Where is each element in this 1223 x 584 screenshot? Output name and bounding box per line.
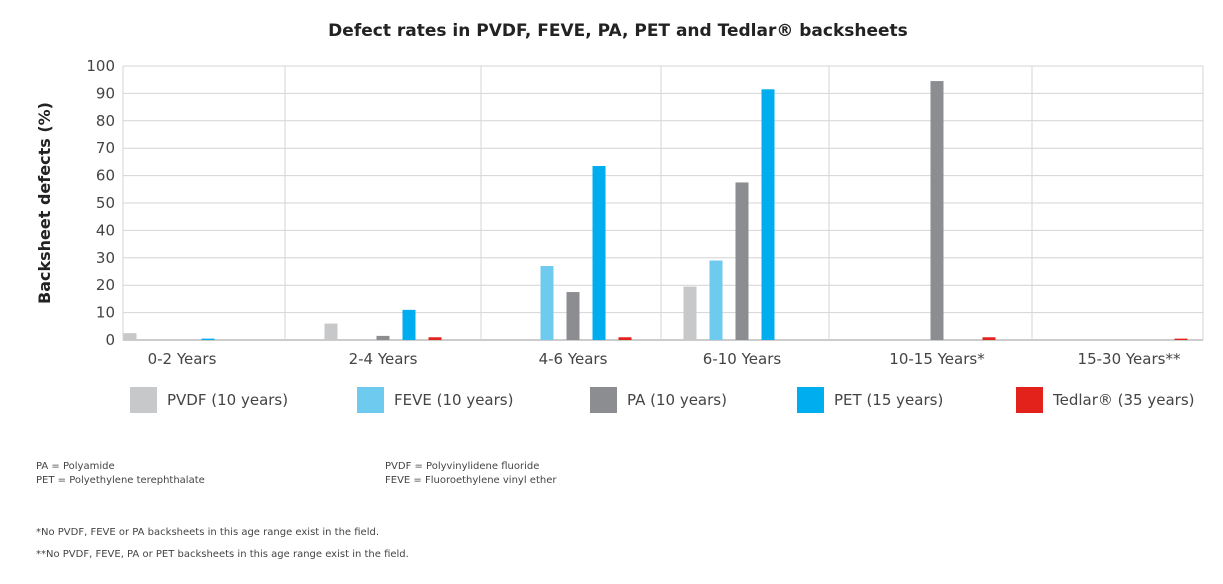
legend-label-0: PVDF (10 years) xyxy=(167,391,288,409)
abbreviation-pvdf: PVDF = Polyvinylidene fluoride xyxy=(385,461,540,472)
x-tick-label-2: 4-6 Years xyxy=(539,350,608,368)
y-tick-label-50: 50 xyxy=(96,194,115,212)
legend-item-4: Tedlar® (35 years) xyxy=(1016,387,1195,413)
bar-pa-3 xyxy=(735,182,749,340)
legend-label-1: FEVE (10 years) xyxy=(394,391,513,409)
footnote-1: *No PVDF, FEVE or PA backsheets in this … xyxy=(36,527,380,538)
y-tick-labels: 0 10 20 30 40 50 60 70 80 90 100 xyxy=(86,57,115,349)
bar-chart: Defect rates in PVDF, FEVE, PA, PET and … xyxy=(35,21,1204,413)
y-tick-label-70: 70 xyxy=(96,139,115,157)
bar-feve-3 xyxy=(709,260,723,340)
legend-swatch-0 xyxy=(130,387,157,413)
bar-tedlar-1 xyxy=(428,337,442,340)
bar-tedlar-2 xyxy=(618,337,632,340)
legend-swatch-1 xyxy=(357,387,384,413)
y-tick-label-80: 80 xyxy=(96,112,115,130)
legend-swatch-3 xyxy=(797,387,824,413)
bars xyxy=(123,81,1188,340)
chart-title: Defect rates in PVDF, FEVE, PA, PET and … xyxy=(328,21,908,41)
bar-pvdf-1 xyxy=(324,323,338,340)
grid-lines xyxy=(122,65,1204,341)
y-tick-label-10: 10 xyxy=(96,304,115,322)
legend-item-0: PVDF (10 years) xyxy=(130,387,288,413)
x-tick-label-4: 10-15 Years* xyxy=(889,350,985,368)
bar-pa-4 xyxy=(930,81,944,340)
x-tick-label-5: 15-30 Years** xyxy=(1078,350,1181,368)
bar-pvdf-3 xyxy=(683,286,697,340)
abbreviation-pet: PET = Polyethylene terephthalate xyxy=(36,475,205,486)
y-tick-label-90: 90 xyxy=(96,84,115,102)
x-tick-label-0: 0-2 Years xyxy=(148,350,217,368)
abbreviation-feve: FEVE = Fluoroethylene vinyl ether xyxy=(385,475,557,486)
legend-label-3: PET (15 years) xyxy=(834,391,943,409)
bar-pet-1 xyxy=(402,309,416,340)
bar-pa-2 xyxy=(566,292,580,340)
legend-label-2: PA (10 years) xyxy=(627,391,727,409)
legend: PVDF (10 years) FEVE (10 years) PA (10 yea… xyxy=(130,387,1195,413)
bar-feve-2 xyxy=(540,266,554,340)
bar-pet-3 xyxy=(761,89,775,340)
legend-item-2: PA (10 years) xyxy=(590,387,727,413)
y-tick-label-30: 30 xyxy=(96,249,115,267)
y-axis-label: Backsheet defects (%) xyxy=(35,102,54,304)
bar-pet-2 xyxy=(592,166,606,340)
abbreviation-pa: PA = Polyamide xyxy=(36,461,115,472)
y-tick-label-40: 40 xyxy=(96,221,115,239)
bar-pet-0 xyxy=(201,338,215,340)
y-tick-label-0: 0 xyxy=(105,331,115,349)
legend-label-4: Tedlar® (35 years) xyxy=(1052,391,1195,409)
legend-item-3: PET (15 years) xyxy=(797,387,943,413)
bar-pa-1 xyxy=(376,335,390,340)
legend-item-1: FEVE (10 years) xyxy=(357,387,513,413)
x-tick-labels: 0-2 Years 2-4 Years 4-6 Years 6-10 Years 10-… xyxy=(148,350,1181,368)
y-tick-label-60: 60 xyxy=(96,167,115,185)
footnote-2: **No PVDF, FEVE, PA or PET backsheets in… xyxy=(36,549,409,560)
legend-swatch-4 xyxy=(1016,387,1043,413)
y-tick-label-100: 100 xyxy=(86,57,115,75)
legend-swatch-2 xyxy=(590,387,617,413)
x-tick-label-1: 2-4 Years xyxy=(349,350,418,368)
abbreviation-list-left: PA = Polyamide PET = Polyethylene tereph… xyxy=(36,460,205,488)
x-tick-label-3: 6-10 Years xyxy=(703,350,782,368)
bar-tedlar-4 xyxy=(982,337,996,340)
bar-pvdf-0 xyxy=(123,333,137,340)
abbreviation-list-right: PVDF = Polyvinylidene fluoride FEVE = Fl… xyxy=(385,460,556,488)
bar-tedlar-5 xyxy=(1174,338,1188,340)
y-tick-label-20: 20 xyxy=(96,276,115,294)
